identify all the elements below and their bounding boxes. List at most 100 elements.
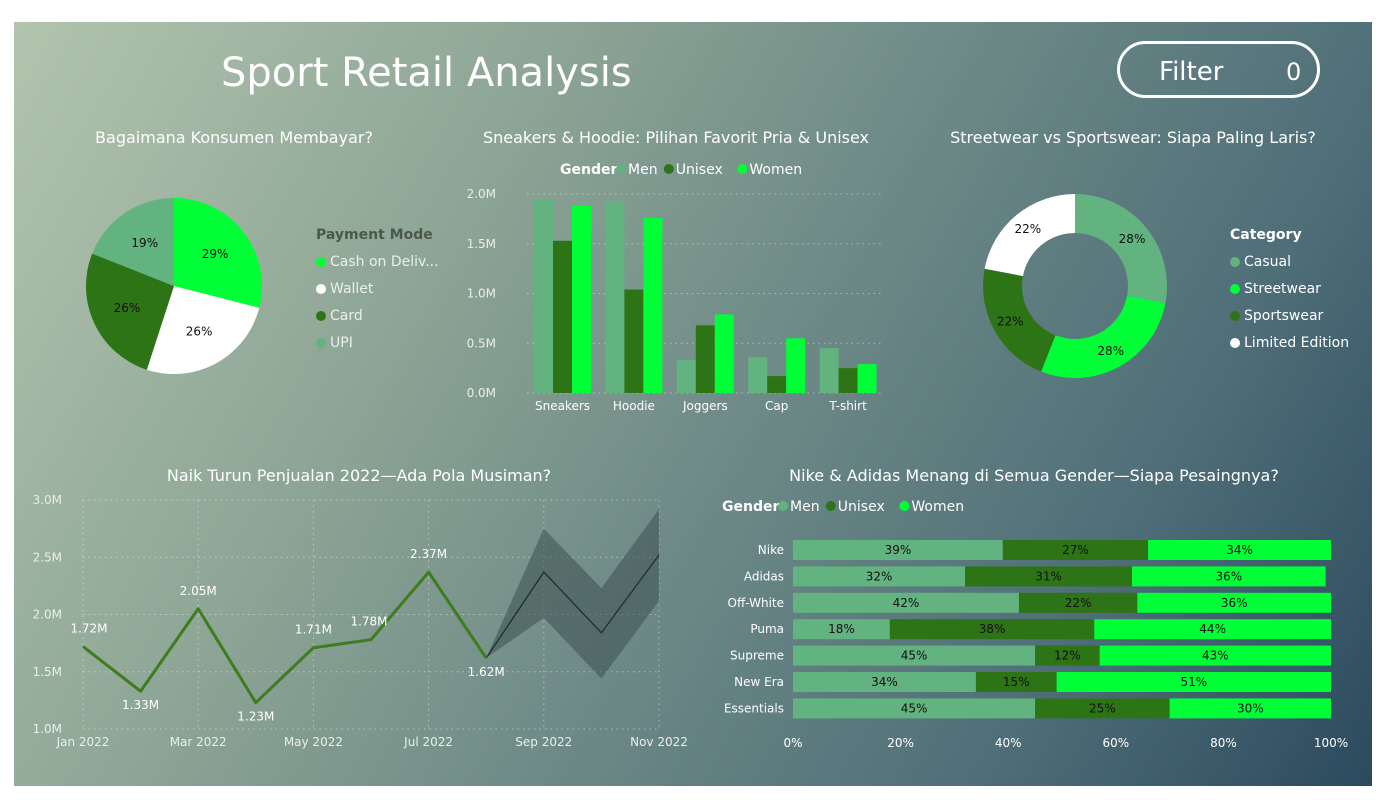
bar-segment-men[interactable] (793, 645, 1036, 666)
bar-segment-unisex[interactable] (1018, 592, 1138, 613)
data-label: 1.78M (350, 615, 387, 629)
forecast-line (485, 554, 660, 659)
slice-wallet[interactable] (146, 286, 260, 374)
bar-segment-men[interactable] (793, 592, 1019, 613)
legend-marker (616, 164, 626, 174)
slice-label: 28% (1097, 344, 1124, 358)
data-label: 27% (1062, 543, 1089, 557)
bar-segment-unisex[interactable] (1035, 698, 1170, 719)
bar-men[interactable] (534, 198, 553, 393)
legend-item[interactable]: Streetwear (1244, 281, 1321, 297)
legend-item[interactable]: Wallet (330, 281, 374, 297)
category-chart-title: Streetwear vs Sportswear: Siapa Paling L… (950, 128, 1316, 147)
legend-item[interactable]: Men (790, 499, 820, 515)
bar-segment-unisex[interactable] (1002, 540, 1149, 560)
slice-cash-on-deliv-[interactable] (174, 198, 263, 308)
x-tick-label: 60% (1102, 736, 1129, 750)
bar-men[interactable] (819, 348, 839, 393)
slice-card[interactable] (86, 253, 174, 370)
filter-button[interactable] (1117, 41, 1320, 98)
brand-chart: Gender Men Unisex Women 0% 20% 40% 60% 80% 100% Ni… (722, 499, 1348, 750)
bar-women[interactable] (857, 364, 877, 393)
x-tick-label: 100% (1314, 736, 1348, 750)
data-label: 31% (1035, 569, 1062, 583)
x-tick-label: 0% (783, 736, 802, 750)
legend-marker (316, 311, 326, 321)
bar-segment-men[interactable] (793, 619, 890, 640)
slice-label: 22% (1014, 222, 1041, 236)
slice-upi[interactable] (92, 198, 174, 286)
data-label: 25% (1089, 701, 1116, 715)
bar-segment-men[interactable] (793, 672, 976, 692)
bar-segment-unisex[interactable] (889, 619, 1095, 640)
bar-segment-unisex[interactable] (975, 672, 1057, 692)
y-tick-label: Adidas (744, 569, 784, 583)
bar-segment-unisex[interactable] (965, 566, 1132, 587)
legend-item[interactable]: Unisex (838, 499, 885, 515)
legend-marker (737, 164, 748, 174)
legend-item[interactable]: Women (749, 162, 802, 178)
forecast-band (486, 509, 659, 679)
bar-men[interactable] (605, 200, 625, 393)
legend-item[interactable]: Unisex (676, 162, 723, 178)
bar-unisex[interactable] (624, 289, 644, 393)
slice-limited-edition[interactable] (984, 194, 1075, 277)
data-label: 44% (1199, 622, 1226, 636)
y-tick-label: 1.0M (33, 722, 62, 736)
bar-unisex[interactable] (838, 368, 858, 393)
bar-men[interactable] (748, 357, 768, 393)
bar-women[interactable] (786, 338, 806, 393)
legend-item[interactable]: Cash on Deliv... (330, 254, 439, 270)
bar-men[interactable] (676, 360, 696, 393)
bar-segment-women[interactable] (1056, 672, 1331, 692)
legend-item[interactable]: Card (330, 308, 363, 324)
bar-segment-women[interactable] (1169, 698, 1331, 719)
slice-label: 28% (1119, 232, 1146, 246)
y-tick-label: 0.0M (467, 386, 496, 400)
legend-item[interactable]: Men (628, 162, 658, 178)
data-label: 32% (866, 569, 893, 583)
slice-label: 29% (202, 247, 229, 261)
legend-item[interactable]: UPI (330, 335, 353, 351)
legend-item[interactable]: Sportswear (1244, 308, 1324, 324)
sales-line[interactable] (82, 570, 488, 705)
x-tick-label: T-shirt (828, 399, 867, 413)
data-label: 1.33M (122, 698, 159, 712)
bar-segment-men[interactable] (793, 566, 966, 587)
bar-segment-men[interactable] (793, 698, 1036, 719)
data-label: 34% (1226, 543, 1253, 557)
bar-segment-women[interactable] (1148, 540, 1331, 560)
bar-segment-unisex[interactable] (1035, 645, 1100, 666)
bar-unisex[interactable] (553, 240, 572, 393)
legend-item[interactable]: Women (911, 499, 964, 515)
gender-product-chart-title: Sneakers & Hoodie: Pilihan Favorit Pria … (483, 128, 869, 147)
bar-unisex[interactable] (695, 325, 715, 393)
slice-streetwear[interactable] (1041, 295, 1166, 378)
legend-marker (825, 501, 836, 511)
slice-sportswear[interactable] (983, 268, 1056, 372)
bar-segment-women[interactable] (1131, 566, 1326, 587)
bar-women[interactable] (714, 314, 734, 393)
x-tick-label: Nov 2022 (630, 735, 688, 749)
x-tick-label: May 2022 (284, 735, 343, 749)
x-tick-label: Sep 2022 (515, 735, 572, 749)
legend-item[interactable]: Limited Edition (1244, 335, 1349, 351)
slice-casual[interactable] (1075, 194, 1167, 304)
payment-chart-title: Bagaimana Konsumen Membayar? (95, 128, 373, 147)
x-tick-label: 40% (995, 736, 1022, 750)
filter-count: 0 (1286, 58, 1302, 86)
legend-marker (778, 501, 788, 511)
data-label: 39% (885, 543, 912, 557)
bar-segment-women[interactable] (1137, 592, 1331, 613)
data-label: 22% (1065, 596, 1092, 610)
bar-unisex[interactable] (767, 376, 787, 393)
legend-item[interactable]: Casual (1244, 254, 1291, 270)
bar-women[interactable] (643, 217, 663, 393)
bar-segment-women[interactable] (1094, 619, 1331, 640)
y-tick-label: Essentials (724, 701, 784, 715)
bar-women[interactable] (572, 205, 591, 393)
bar-segment-women[interactable] (1099, 645, 1331, 666)
x-tick-label: Hoodie (613, 399, 655, 413)
bar-segment-men[interactable] (793, 540, 1003, 560)
